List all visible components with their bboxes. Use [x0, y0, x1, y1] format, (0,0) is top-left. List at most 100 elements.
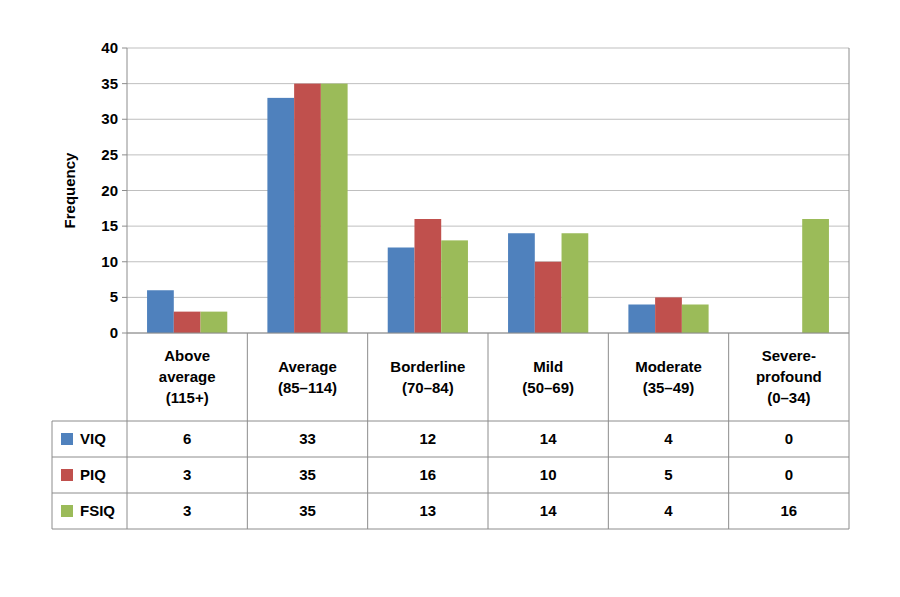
tick-label: 20: [101, 182, 118, 199]
category-label-line: (85–114): [278, 379, 337, 396]
table-value: 0: [785, 430, 793, 447]
grid-line: [127, 119, 849, 120]
bar: [388, 248, 415, 334]
chart-svg: 0510152025303540FrequencyAboveaverage(11…: [0, 0, 900, 597]
tick-label: 25: [101, 146, 118, 163]
table-value: 16: [419, 466, 436, 483]
table-value: 6: [183, 430, 191, 447]
category-label: Average (85–114): [278, 358, 337, 396]
tick-label: 35: [101, 75, 118, 92]
grid: [122, 48, 849, 333]
tick-label: 0: [110, 324, 118, 341]
legend-label: FSIQ: [80, 502, 115, 519]
category-label: Above average (115+): [159, 347, 216, 406]
category-label-line: average: [159, 368, 216, 385]
bar: [414, 219, 441, 333]
table-value: 35: [299, 466, 316, 483]
bar: [682, 305, 709, 334]
table-line: [52, 421, 849, 422]
category-label-line: Average: [278, 358, 337, 375]
legend-label: PIQ: [80, 466, 106, 483]
category-label: Borderline (70–84): [390, 358, 465, 396]
tick-mark: [122, 190, 127, 191]
grid-line: [127, 297, 849, 298]
tick-mark: [122, 48, 127, 49]
tick-label: 30: [101, 110, 118, 127]
bar: [628, 305, 655, 334]
tick-mark: [122, 119, 127, 120]
table-line: [728, 333, 729, 529]
legend-swatch: [61, 505, 73, 517]
bar: [802, 219, 829, 333]
bar: [321, 84, 348, 333]
grid-line: [127, 333, 849, 334]
table-line: [52, 529, 849, 530]
category-label-line: Borderline: [390, 358, 465, 375]
category-label-line: (50–69): [522, 379, 574, 396]
table-value: 12: [419, 430, 436, 447]
table-value: 4: [664, 430, 673, 447]
legend-swatch: [61, 469, 73, 481]
tick-mark: [122, 226, 127, 227]
table-line: [52, 493, 849, 494]
category-label-line: Severe-: [762, 347, 816, 364]
grid-line: [127, 226, 849, 227]
background: [0, 0, 900, 597]
bar: [562, 233, 589, 333]
category-label-line: (115+): [166, 389, 209, 406]
tick-mark: [122, 154, 127, 155]
tick-mark: [122, 261, 127, 262]
tick-label: 15: [101, 217, 118, 234]
bar: [294, 84, 321, 333]
category-label-line: Moderate: [635, 358, 702, 375]
bars: [147, 84, 829, 333]
bar: [508, 233, 535, 333]
bar: [535, 262, 562, 333]
tick-mark: [122, 297, 127, 298]
category-label: Mild (50–69): [522, 358, 574, 396]
table-line: [608, 333, 609, 529]
legend-swatch: [61, 433, 73, 445]
table-line: [52, 421, 53, 529]
category-label: Moderate (35–49): [635, 358, 702, 396]
table-value: 14: [540, 502, 557, 519]
table-value: 16: [780, 502, 797, 519]
bar: [441, 240, 468, 333]
category-label-line: Mild: [533, 358, 563, 375]
category-label: Severe-profound (0–34): [756, 347, 822, 406]
grid-line: [127, 48, 849, 49]
tick-label: 40: [101, 39, 118, 56]
grid-line: [127, 190, 849, 191]
table-value: 14: [540, 430, 557, 447]
table-line: [367, 333, 368, 529]
chart-root: 0510152025303540FrequencyAboveaverage(11…: [0, 0, 900, 597]
category-label-line: (70–84): [402, 379, 454, 396]
table-value: 3: [183, 466, 191, 483]
category-label-line: (0–34): [767, 389, 810, 406]
axis-title: Frequency: [61, 152, 78, 229]
table-value: 13: [419, 502, 436, 519]
tick-label: 5: [110, 288, 118, 305]
bar: [201, 312, 228, 333]
table-value: 4: [664, 502, 673, 519]
axis-line: [127, 333, 849, 334]
table-value: 0: [785, 466, 793, 483]
grid-line: [127, 83, 849, 84]
bar: [174, 312, 201, 333]
tick-mark: [122, 83, 127, 84]
table-line: [247, 333, 248, 529]
table-line: [52, 457, 849, 458]
data-table: [52, 48, 849, 529]
bar: [267, 98, 294, 333]
tick-label: 10: [101, 253, 118, 270]
legend-label: VIQ: [80, 430, 106, 447]
table-value: 33: [299, 430, 316, 447]
tick-mark: [122, 333, 127, 334]
grid-line: [127, 261, 849, 262]
bar: [147, 290, 174, 333]
category-label-line: Above: [164, 347, 210, 364]
table-line: [488, 333, 489, 529]
category-label-line: profound: [756, 368, 822, 385]
category-label-line: (35–49): [643, 379, 695, 396]
table-value: 35: [299, 502, 316, 519]
